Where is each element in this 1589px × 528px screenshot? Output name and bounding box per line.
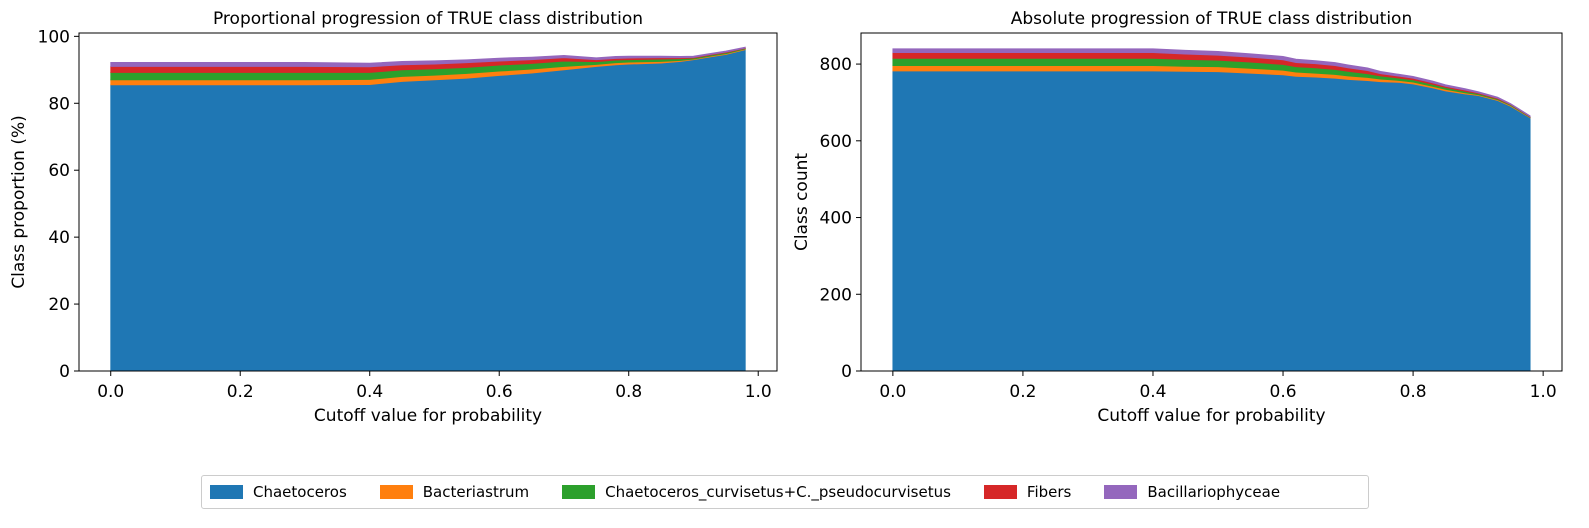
- legend-swatch: [210, 485, 243, 499]
- axes-frame: [860, 32, 1563, 372]
- area-series-1: [110, 49, 746, 372]
- x-tick-label: 0.0: [879, 382, 906, 402]
- y-tick-label: 400: [820, 209, 852, 229]
- legend-item-bacteriastrum: Bacteriastrum: [379, 483, 530, 501]
- legend-label: Bacteriastrum: [422, 483, 530, 501]
- legend-item-bacillariophyceae: Bacillariophyceae: [1104, 483, 1280, 501]
- x-tick-label: 0.0: [97, 382, 124, 402]
- y-tick-label: 60: [48, 161, 70, 181]
- legend-item-fibers: Fibers: [983, 483, 1072, 501]
- y-tick-label: 600: [820, 132, 852, 152]
- y-tick-label: 80: [48, 94, 70, 114]
- y-tick-label: 200: [820, 285, 852, 305]
- x-tick-label: 0.2: [227, 382, 254, 402]
- x-tick-label: 0.6: [1270, 382, 1297, 402]
- x-tick-label: 1.0: [1530, 382, 1557, 402]
- legend-label: Chaetoceros_curvisetus+C._pseudocurviset…: [605, 483, 951, 501]
- legend-item-chaetoceros-curvisetus: Chaetoceros_curvisetus+C._pseudocurviset…: [562, 483, 951, 501]
- y-tick-label: 100: [38, 27, 70, 47]
- x-tick-label: 0.4: [1139, 382, 1166, 402]
- legend-label: Fibers: [1026, 483, 1072, 501]
- x-axis-label: Cutoff value for probability: [314, 406, 542, 426]
- x-tick-label: 0.2: [1009, 382, 1036, 402]
- x-tick-label: 0.4: [356, 382, 383, 402]
- y-tick-label: 20: [48, 295, 70, 315]
- chart-1: 0.0 0.2 0.4 0.6 0.8 1.0 0 20 40 60 80 100 Proportion…: [9, 9, 778, 426]
- legend-item-chaetoceros: Chaetoceros: [210, 483, 347, 501]
- legend: Chaetoceros Bacteriastrum Chaetoceros_cu…: [201, 475, 1369, 509]
- x-tick-label: 0.6: [486, 382, 513, 402]
- y-tick-label: 0: [841, 362, 852, 382]
- y-tick-label: 40: [48, 228, 70, 248]
- y-axis-label: Class proportion (%): [9, 115, 29, 289]
- x-axis-label: Cutoff value for probability: [1097, 406, 1325, 426]
- y-tick-label: 0: [59, 362, 70, 382]
- area-series-5: [110, 46, 746, 68]
- x-tick-label: 1.0: [745, 382, 772, 402]
- chart-2: 0.0 0.2 0.4 0.6 0.8 1.0 0 200 400 600 800 Absolute …: [792, 9, 1563, 426]
- legend-swatch: [1104, 485, 1138, 499]
- axes-frame: [78, 32, 778, 372]
- chart-title: Absolute progression of TRUE class distr…: [1011, 9, 1412, 29]
- chart-title: Proportional progression of TRUE class d…: [213, 9, 643, 29]
- legend-swatch: [379, 485, 413, 499]
- x-tick-label: 0.8: [615, 382, 642, 402]
- y-tick-label: 800: [820, 55, 852, 75]
- x-tick-label: 0.8: [1400, 382, 1427, 402]
- legend-swatch: [983, 485, 1017, 499]
- legend-label: Chaetoceros: [253, 483, 347, 501]
- legend-label: Bacillariophyceae: [1147, 483, 1281, 501]
- area-series-5: [892, 48, 1531, 118]
- legend-swatch: [562, 485, 596, 499]
- area-series-1: [892, 70, 1531, 372]
- y-axis-label: Class count: [792, 153, 812, 251]
